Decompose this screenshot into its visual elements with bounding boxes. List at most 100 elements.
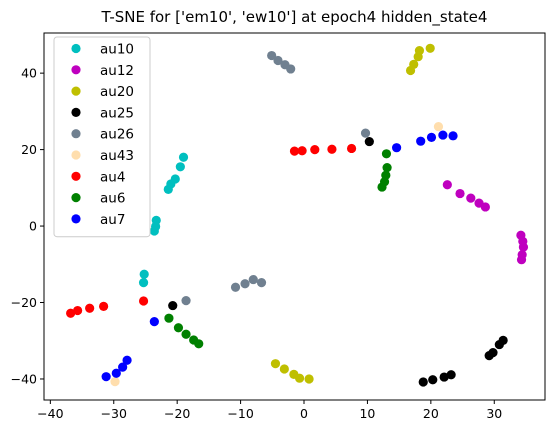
x-tick-label: −20 — [164, 406, 190, 421]
point-au25-1 — [168, 300, 178, 311]
x-tick-label: 10 — [359, 406, 375, 421]
point-au6-7 — [181, 329, 191, 339]
legend-label-au20: au20 — [100, 84, 134, 100]
point-au26-7 — [240, 279, 250, 289]
legend-marker-au25 — [71, 107, 81, 117]
x-tick-label: 30 — [486, 406, 502, 421]
point-au7-9 — [101, 372, 111, 382]
point-au7-8 — [111, 368, 121, 378]
legend-marker-au20 — [71, 86, 81, 96]
point-au4-4 — [346, 143, 357, 154]
axes-ticks: −40 −30 −20 −10 0 10 20 30 −40 −20 0 20 40 — [11, 66, 503, 421]
point-au10-4 — [163, 184, 173, 194]
legend-marker-au10 — [71, 43, 81, 54]
point-au4-2 — [310, 144, 320, 155]
point-au25-2 — [418, 377, 428, 387]
point-au25-5 — [446, 370, 456, 380]
point-au7-6 — [122, 355, 132, 365]
legend-marker-au4 — [71, 171, 81, 181]
point-au43-0 — [433, 122, 444, 132]
legend-label-au6: au6 — [100, 191, 125, 207]
y-tick-label: 40 — [21, 66, 37, 81]
point-au6-5 — [164, 313, 174, 323]
y-tick-label: 0 — [29, 219, 37, 234]
point-au20-3 — [414, 45, 425, 56]
point-au10-7 — [149, 226, 159, 236]
point-au26-6 — [230, 282, 241, 292]
y-tick-label: 20 — [21, 142, 37, 157]
x-tick-label: −10 — [227, 406, 253, 421]
point-au20-5 — [270, 359, 281, 369]
legend-marker-au26 — [71, 129, 81, 139]
point-au25-4 — [439, 372, 449, 382]
y-tick-label: −20 — [11, 295, 37, 310]
point-au7-2 — [426, 132, 437, 142]
point-au12-2 — [466, 193, 476, 203]
point-au12-0 — [442, 180, 452, 190]
point-au20-4 — [425, 43, 435, 53]
point-au4-0 — [289, 146, 300, 156]
legend-label-au25: au25 — [100, 105, 134, 121]
legend: au10 au12 au20 au25 au26 au43 au4 au6 au7 — [53, 36, 151, 238]
legend-box — [53, 36, 151, 238]
point-au20-1 — [409, 59, 419, 69]
point-au20-6 — [279, 364, 289, 374]
legend-marker-au43 — [71, 150, 81, 160]
point-au26-8 — [248, 274, 258, 285]
point-au6-0 — [381, 149, 392, 159]
legend-label-au12: au12 — [100, 63, 134, 79]
point-au7-1 — [416, 136, 426, 146]
legend-label-au43: au43 — [100, 148, 134, 164]
point-au4-1 — [297, 146, 307, 156]
point-au7-0 — [392, 143, 402, 153]
point-au10-1 — [175, 162, 185, 172]
legend-label-au7: au7 — [100, 212, 125, 228]
point-au12-4 — [480, 202, 490, 212]
point-au6-6 — [173, 323, 184, 333]
point-au25-3 — [428, 375, 438, 385]
point-au6-1 — [382, 162, 392, 173]
point-au25-9 — [498, 335, 508, 345]
legend-label-au26: au26 — [100, 127, 134, 143]
x-tick-label: −30 — [101, 406, 127, 421]
point-au26-3 — [286, 64, 296, 74]
point-au4-7 — [85, 303, 95, 313]
point-au12-7 — [518, 242, 529, 252]
point-au25-7 — [488, 347, 498, 358]
x-tick-label: −40 — [37, 406, 63, 421]
point-au26-5 — [181, 296, 191, 306]
point-au25-0 — [364, 136, 374, 147]
points-layer — [66, 43, 529, 387]
legend-marker-au12 — [71, 65, 81, 75]
point-au12-9 — [516, 255, 527, 265]
point-au7-7 — [118, 362, 128, 372]
x-tick-label: 0 — [300, 406, 308, 421]
point-au20-9 — [304, 374, 314, 384]
point-au4-8 — [73, 305, 83, 316]
legend-marker-au7 — [71, 214, 81, 224]
point-au7-3 — [438, 130, 448, 140]
point-au4-5 — [138, 296, 149, 306]
x-tick-label: 20 — [423, 406, 439, 421]
point-au26-1 — [273, 55, 283, 66]
point-au6-4 — [377, 182, 387, 192]
point-au26-4 — [360, 128, 371, 138]
point-au4-3 — [327, 144, 337, 154]
point-au7-5 — [149, 317, 159, 327]
legend-label-au10: au10 — [100, 42, 134, 58]
plot-frame — [43, 32, 546, 401]
point-au10-0 — [178, 152, 189, 162]
legend-label-au4: au4 — [100, 169, 125, 185]
chart-title: T-SNE for ['em10', 'ew10'] at epoch4 hid… — [101, 8, 488, 27]
point-au7-4 — [448, 131, 458, 141]
point-au6-9 — [194, 339, 204, 349]
point-au12-1 — [455, 188, 465, 199]
point-au4-6 — [99, 301, 109, 311]
point-au10-9 — [138, 278, 149, 288]
point-au20-8 — [294, 373, 305, 383]
point-au26-9 — [256, 278, 267, 288]
y-tick-label: −40 — [11, 371, 37, 386]
point-au26-0 — [267, 50, 277, 61]
point-au43-1 — [110, 377, 120, 387]
